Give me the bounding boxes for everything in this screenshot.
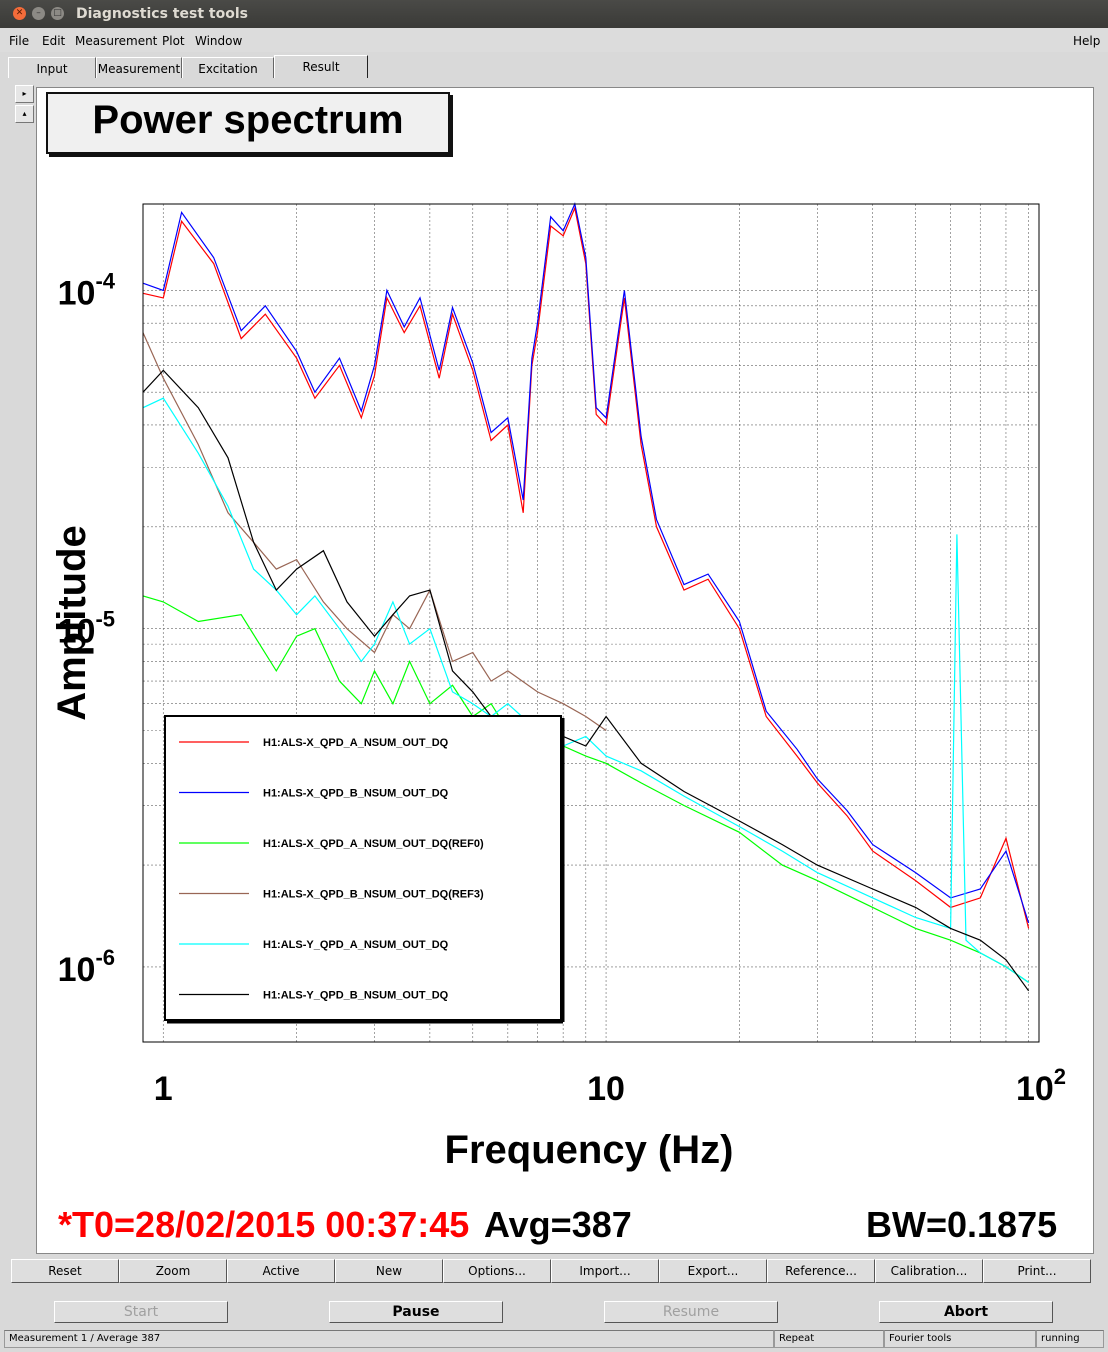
menu-plot[interactable]: Plot [162,34,185,48]
close-icon[interactable]: ✕ [13,7,26,20]
new-button[interactable]: New [335,1259,443,1283]
menu-window[interactable]: Window [195,34,243,48]
calibration-button[interactable]: Calibration... [875,1259,983,1283]
legend-label: H1:ALS-Y_QPD_B_NSUM_OUT_DQ [263,990,449,1002]
collapse-arrow-icon[interactable]: ▴ [15,105,34,123]
series-line-1 [142,206,1030,929]
tab-measurement[interactable]: Measurement [96,57,182,78]
pause-button[interactable]: Pause [329,1301,503,1323]
tab-input[interactable]: Input [8,57,96,78]
reset-button[interactable]: Reset [11,1259,119,1283]
series-line-2 [142,202,1030,924]
status-repeat: Repeat [774,1330,884,1348]
maximize-icon[interactable]: □ [51,7,64,20]
legend-label: H1:ALS-X_QPD_A_NSUM_OUT_DQ(REF0) [263,838,484,850]
abort-button[interactable]: Abort [879,1301,1053,1323]
menu-measurement[interactable]: Measurement [75,34,158,48]
status-measurement: Measurement 1 / Average 387 [4,1330,774,1348]
plot-frame [142,203,1040,1043]
legend-label: H1:ALS-X_QPD_B_NSUM_OUT_DQ(REF3) [263,889,484,901]
status-fourier: Fourier tools [884,1330,1036,1348]
start-button[interactable]: Start [54,1301,228,1323]
series-line-5 [142,397,1029,983]
import-button[interactable]: Import... [551,1259,659,1283]
window-title: Diagnostics test tools [76,6,248,22]
resume-button[interactable]: Resume [604,1301,778,1323]
average-readout: Avg=387 [484,1204,632,1245]
legend-label: H1:ALS-Y_QPD_A_NSUM_OUT_DQ [263,939,449,951]
tab-result[interactable]: Result [274,55,368,78]
x-tick-label: 102 [1016,1064,1066,1108]
bandwidth-readout: BW=0.1875 [866,1204,1058,1245]
plot-title-box: Power spectrum [46,92,450,154]
x-axis-label: Frequency (Hz) [445,1128,734,1172]
menu-help[interactable]: Help [1073,34,1101,48]
plot-canvas[interactable]: 1 10 102 10-4 10-5 10-6 Frequency (Hz) Amplit… [36,87,1094,1254]
zoom-button[interactable]: Zoom [119,1259,227,1283]
x-tick-label: 10 [587,1070,625,1108]
status-state: running [1036,1330,1104,1348]
y-axis-label: Amplitude [50,525,94,721]
legend: H1:ALS-X_QPD_A_NSUM_OUT_DQ H1:ALS-X_QPD_B… [164,715,565,1024]
t0-readout: *T0=28/02/2015 00:37:45 [58,1204,470,1245]
legend-label: H1:ALS-X_QPD_A_NSUM_OUT_DQ [263,737,449,749]
x-tick-label: 1 [154,1070,173,1108]
y-tick-label: 10-4 [58,268,116,312]
y-tick-label: 10-6 [58,945,115,989]
options-button[interactable]: Options... [443,1259,551,1283]
minimize-icon[interactable]: – [32,7,45,20]
active-button[interactable]: Active [227,1259,335,1283]
menu-bar: File Edit Measurement Plot Window Help [0,28,1108,52]
expand-arrow-icon[interactable]: ▸ [15,85,34,103]
legend-label: H1:ALS-X_QPD_B_NSUM_OUT_DQ [263,788,449,800]
tab-excitation[interactable]: Excitation [182,57,274,78]
menu-edit[interactable]: Edit [42,34,66,48]
plot-title: Power spectrum [92,98,404,142]
reference-button[interactable]: Reference... [767,1259,875,1283]
export-button[interactable]: Export... [659,1259,767,1283]
print-button[interactable]: Print... [983,1259,1091,1283]
menu-file[interactable]: File [9,34,30,48]
title-bar: ✕ – □ Diagnostics test tools [0,0,1108,28]
legend-box [164,715,562,1021]
